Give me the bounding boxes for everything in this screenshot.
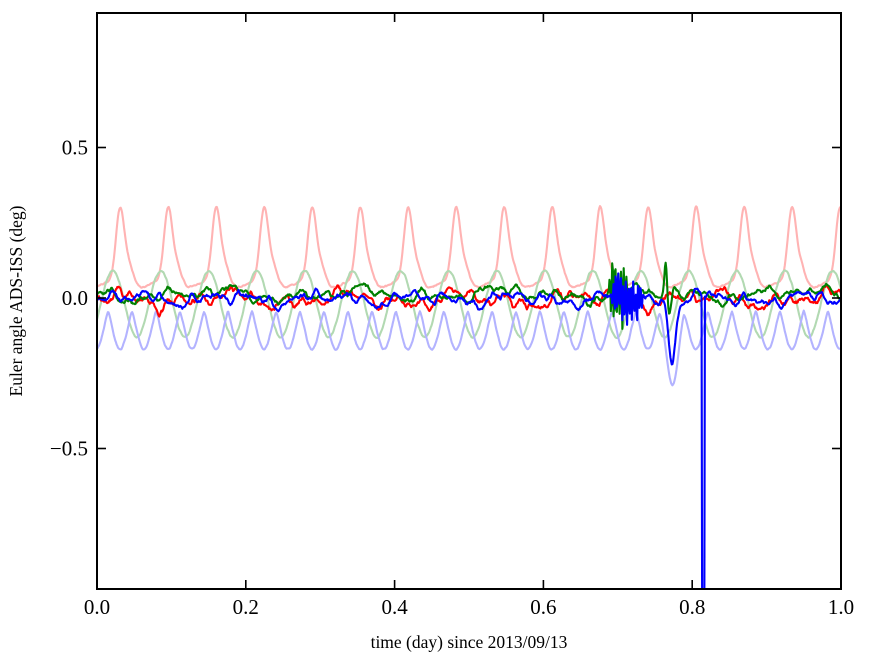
y-tick-label: −0.5: [50, 437, 88, 461]
x-tick-label: 0.2: [233, 595, 259, 619]
x-tick-label: 0.4: [381, 595, 408, 619]
tick-label-layer: 0.0 0.2 0.4 0.6 0.8 1.0 0.5 0.0 −0.5: [50, 136, 854, 620]
y-tick-label: 0.0: [62, 286, 88, 310]
y-tick-label: 0.5: [62, 136, 88, 160]
axes-layer: [96, 12, 842, 590]
x-tick-label: 0.0: [84, 595, 110, 619]
x-axis-label: time (day) since 2013/09/13: [371, 632, 568, 652]
series-line-pale-red: [97, 205, 841, 289]
x-tick-label: 1.0: [828, 595, 854, 619]
series-line-pale-green: [97, 269, 841, 340]
plot-series-layer: [97, 205, 841, 589]
series-line-blue: [97, 272, 841, 589]
x-tick-label: 0.6: [530, 595, 556, 619]
x-tick-label: 0.8: [679, 595, 705, 619]
plot-frame: [96, 12, 842, 590]
series-line-pale-blue: [97, 309, 841, 387]
y-axis-label: Euler angle ADS-ISS (deg): [6, 205, 26, 396]
